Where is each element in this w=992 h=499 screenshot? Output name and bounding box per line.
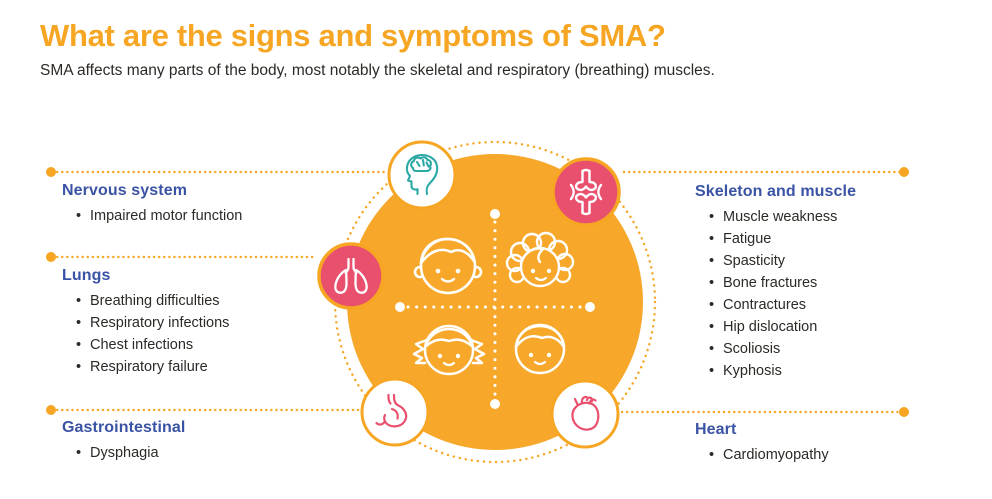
- symptom-item: Impaired motor function: [62, 205, 342, 227]
- skeleton-joint-badge: [551, 157, 621, 227]
- section-label-heart: Heart: [695, 421, 737, 438]
- skeleton-joint-icon: [569, 168, 603, 216]
- page-subtitle: SMA affects many parts of the body, most…: [40, 62, 715, 79]
- symptom-item: Contractures: [695, 294, 975, 316]
- symptom-item: Cardiomyopathy: [695, 444, 975, 466]
- symptom-item: Muscle weakness: [695, 206, 975, 228]
- gastrointestinal-connector-dot: [46, 405, 56, 415]
- section-label-skeleton-and-muscle: Skeleton and muscle: [695, 183, 857, 200]
- symptom-item: Hip dislocation: [695, 316, 975, 338]
- head-brain-icon: [405, 153, 439, 196]
- head-brain-badge: [387, 140, 457, 210]
- stomach-badge: [360, 377, 430, 447]
- stomach-icon: [375, 393, 408, 428]
- symptom-item: Kyphosis: [695, 360, 975, 382]
- quadrant-divider-dots: [395, 209, 595, 409]
- symptom-item: Spasticity: [695, 250, 975, 272]
- symptom-list-skeleton-and-muscle: Muscle weakness Fatigue Spasticity Bone …: [695, 206, 975, 382]
- section-gastrointestinal: Gastrointestinal Dysphagia: [62, 419, 342, 464]
- heart-icon: [571, 395, 600, 431]
- dotted-outline-ring: [333, 140, 657, 464]
- section-nervous-system: Nervous system Impaired motor function: [62, 182, 342, 227]
- symptom-list-gastrointestinal: Dysphagia: [62, 442, 342, 464]
- quadrant-divider-lines: [406, 220, 584, 398]
- heart-badge: [550, 379, 620, 449]
- symptom-list-lungs: Breathing difficulties Respiratory infec…: [62, 290, 342, 378]
- heart-connector-dot: [899, 407, 909, 417]
- girl-pigtails-face: [412, 324, 486, 376]
- symptom-item: Respiratory failure: [62, 356, 342, 378]
- symptom-item: Dysphagia: [62, 442, 342, 464]
- body-circle: [347, 154, 643, 450]
- section-label-gastrointestinal: Gastrointestinal: [62, 419, 186, 436]
- symptom-list-heart: Cardiomyopathy: [695, 444, 975, 466]
- section-lungs: Lungs Breathing difficulties Respiratory…: [62, 267, 342, 378]
- symptom-item: Respiratory infections: [62, 312, 342, 334]
- section-heart: Heart Cardiomyopathy: [695, 421, 975, 466]
- young-boy-face: [514, 323, 566, 375]
- page-title: What are the signs and symptoms of SMA?: [40, 18, 666, 53]
- lungs-icon: [334, 257, 368, 294]
- section-skeleton-and-muscle: Skeleton and muscle Muscle weakness Fati…: [695, 183, 975, 382]
- symptom-item: Fatigue: [695, 228, 975, 250]
- symptom-item: Chest infections: [62, 334, 342, 356]
- lungs-connector-dot: [46, 252, 56, 262]
- woman-curly-hair-face: [505, 231, 575, 288]
- symptom-item: Breathing difficulties: [62, 290, 342, 312]
- symptom-list-nervous-system: Impaired motor function: [62, 205, 342, 227]
- toddler-boy-face: [413, 237, 483, 295]
- nervous-system-connector-dot: [46, 167, 56, 177]
- section-label-nervous-system: Nervous system: [62, 182, 188, 199]
- symptom-item: Scoliosis: [695, 338, 975, 360]
- skeleton-connector-dot: [899, 167, 909, 177]
- symptom-item: Bone fractures: [695, 272, 975, 294]
- section-label-lungs: Lungs: [62, 267, 111, 284]
